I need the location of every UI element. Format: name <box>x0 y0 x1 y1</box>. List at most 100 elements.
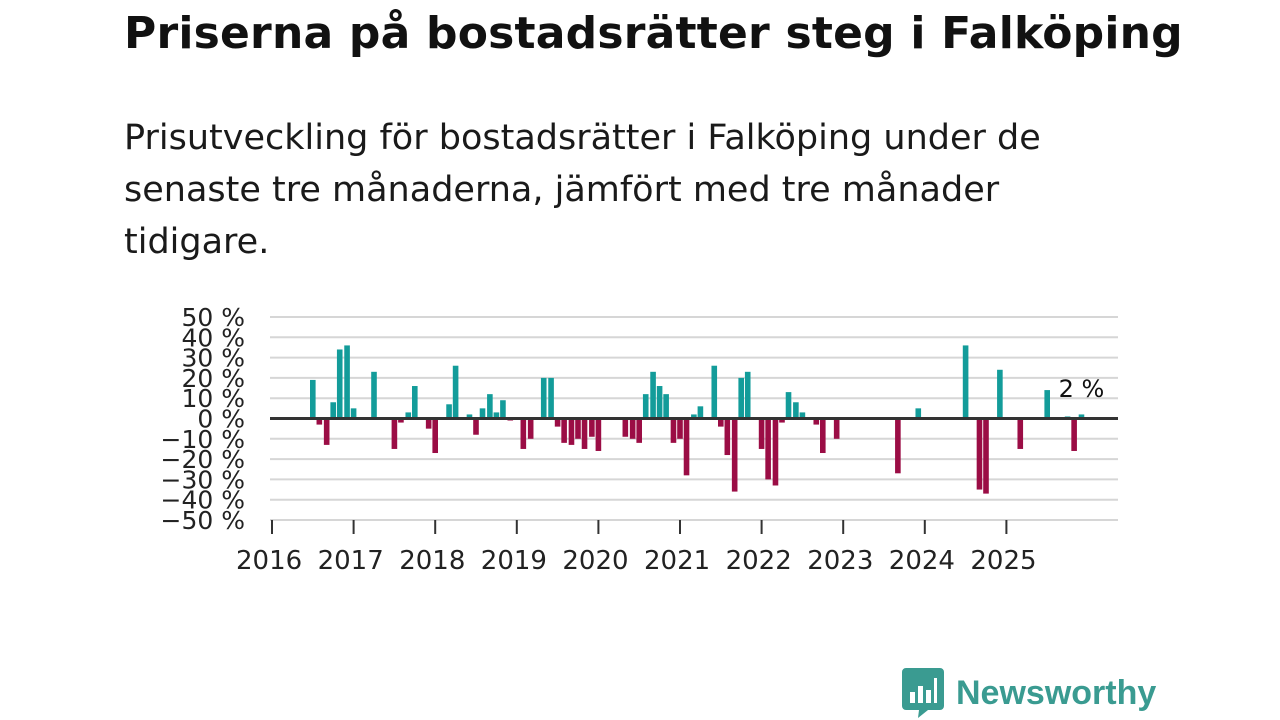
bar-negative <box>561 418 567 443</box>
brand-logo: Newsworthy <box>902 668 1156 718</box>
bar-negative <box>976 418 983 490</box>
bar-positive <box>793 402 799 419</box>
bar-positive <box>962 345 969 419</box>
bar-positive <box>915 408 922 419</box>
bar-negative <box>1071 418 1077 451</box>
y-tick-label: −20 % <box>161 445 245 474</box>
bar-negative <box>895 418 901 474</box>
bar-negative <box>473 418 479 435</box>
bar-negative <box>595 418 602 451</box>
bar-negative <box>731 418 738 492</box>
x-tick-label: 2025 <box>970 546 1036 576</box>
page-subtitle: Prisutveckling för bostadsrätter i Falkö… <box>124 118 1041 262</box>
bar-positive <box>350 408 357 419</box>
bar-negative <box>1017 418 1024 449</box>
y-tick-label: −10 % <box>161 425 245 454</box>
bar-negative <box>718 418 724 427</box>
bar-negative <box>758 418 765 449</box>
bar-positive <box>691 414 697 419</box>
bar-positive <box>479 408 486 419</box>
x-tick-label: 2022 <box>726 546 792 576</box>
bar-positive <box>697 406 704 419</box>
bar-positive <box>500 400 506 419</box>
bar-negative <box>983 418 989 494</box>
bar-positive <box>656 386 663 419</box>
bar-negative <box>425 418 432 429</box>
bar-positive <box>487 394 493 419</box>
bar-negative <box>622 418 629 437</box>
bar-negative <box>636 418 642 443</box>
bar-negative <box>724 418 731 456</box>
bar-positive <box>330 402 336 419</box>
bar-negative <box>629 418 636 439</box>
bar-negative <box>575 418 581 439</box>
grid-lines <box>270 316 1118 521</box>
bar-positive <box>540 377 547 419</box>
bar-positive <box>663 394 669 419</box>
bar-positive <box>371 371 377 419</box>
bar-negative <box>323 418 330 445</box>
bars <box>310 345 1085 494</box>
bar-negative <box>554 418 561 427</box>
bar-positive <box>711 365 718 419</box>
x-tick-label: 2024 <box>889 546 955 576</box>
x-tick-label: 2016 <box>236 546 302 576</box>
page-title: Priserna på bostadsrätter steg i Falköpi… <box>124 8 1183 59</box>
x-tick-label: 2017 <box>318 546 384 576</box>
bar-negative <box>391 418 398 449</box>
y-tick-label: 50 % <box>181 303 245 332</box>
bar-negative <box>432 418 438 454</box>
bar-negative <box>581 418 588 449</box>
x-tick-label: 2020 <box>562 546 628 576</box>
x-tick-label: 2023 <box>807 546 873 576</box>
bar-positive <box>1044 390 1050 419</box>
bar-positive <box>642 394 649 419</box>
bar-negative <box>772 418 779 486</box>
y-tick-label: −40 % <box>161 486 245 515</box>
y-tick-label: 20 % <box>181 364 245 393</box>
bar-positive <box>785 392 792 419</box>
bar-positive <box>466 414 473 419</box>
bar-negative <box>765 418 771 480</box>
bar-positive <box>344 345 350 419</box>
bar-positive <box>336 349 343 419</box>
y-axis-tick-labels: 50 %40 %30 %20 %10 %0 %−10 %−20 %−30 %−4… <box>161 303 245 535</box>
x-axis: 2016 2017 2018 2019 2020 2021 2022 2023 2024 2025 <box>236 520 1037 576</box>
x-tick-label: 2019 <box>481 546 547 576</box>
y-tick-label: 30 % <box>181 344 245 373</box>
bar-positive <box>744 371 751 419</box>
bar-positive <box>548 377 554 419</box>
y-tick-label: −50 % <box>161 506 245 535</box>
brand-name: Newsworthy <box>956 673 1157 712</box>
last-value-label: 2 % <box>1059 375 1105 403</box>
bar-positive <box>1078 414 1085 419</box>
x-tick-label: 2018 <box>399 546 465 576</box>
bar-positive <box>738 377 744 419</box>
bar-negative <box>527 418 534 439</box>
bar-positive <box>799 412 806 419</box>
annotations: 2 % <box>1059 375 1105 403</box>
y-tick-label: 40 % <box>181 323 245 352</box>
bar-negative <box>683 418 690 476</box>
bar-negative <box>833 418 840 439</box>
bar-negative <box>677 418 683 439</box>
y-tick-label: 10 % <box>181 384 245 413</box>
bar-positive <box>452 365 459 419</box>
bar-negative <box>813 418 820 425</box>
bar-negative <box>670 418 677 443</box>
bar-positive <box>405 412 412 419</box>
bar-chart-bubble-icon <box>902 668 944 718</box>
x-tick-label: 2021 <box>644 546 710 576</box>
y-tick-label: −30 % <box>161 465 245 494</box>
y-tick-label: 0 % <box>197 405 245 434</box>
bar-negative <box>779 418 785 423</box>
bar-positive <box>446 404 452 419</box>
bar-negative <box>316 418 323 425</box>
bar-negative <box>520 418 527 449</box>
bar-negative <box>568 418 575 445</box>
bar-positive <box>997 369 1003 419</box>
bar-positive <box>310 379 316 419</box>
bar-positive <box>650 371 656 419</box>
bar-negative <box>589 418 595 437</box>
